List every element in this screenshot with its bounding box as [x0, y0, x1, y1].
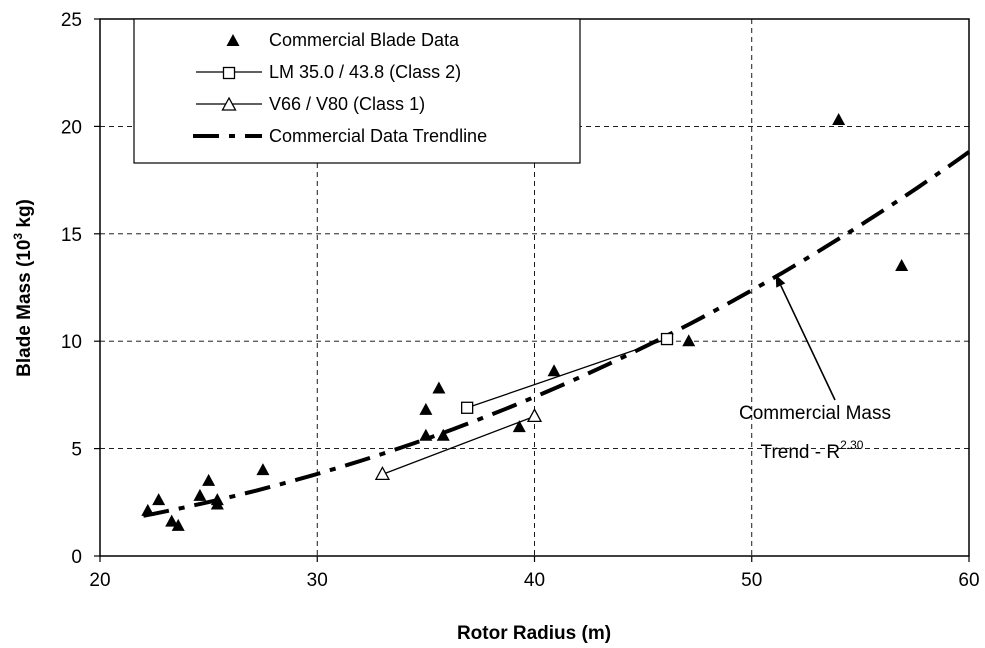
series-layer	[141, 112, 909, 531]
series-line	[382, 415, 535, 475]
annotation-exponent: 2.30	[840, 438, 864, 452]
trendline-layer	[143, 150, 971, 518]
data-point	[210, 497, 224, 510]
annotation-line-2: Trend - R2.30	[761, 438, 864, 463]
data-point	[512, 420, 526, 433]
data-point	[682, 334, 696, 347]
legend-label: Commercial Data Trendline	[269, 126, 487, 146]
data-point	[374, 466, 391, 481]
y-axis-title-prefix: Blade Mass (10	[14, 240, 35, 377]
data-point	[419, 402, 433, 415]
y-axis-title-suffix: kg)	[14, 199, 35, 233]
y-tick-label: 15	[61, 225, 82, 246]
data-point	[461, 401, 474, 414]
data-point	[419, 428, 433, 441]
y-axis-title-superscript: 3	[11, 233, 25, 240]
data-point	[165, 514, 179, 527]
data-point	[660, 332, 674, 346]
y-tick-label: 10	[61, 332, 82, 353]
axis-ticks	[94, 18, 970, 562]
legend-box	[133, 18, 581, 164]
data-point	[895, 259, 909, 272]
y-tick-label: 20	[61, 117, 82, 138]
annotation-arrow	[780, 285, 836, 401]
data-point	[547, 364, 561, 377]
data-point	[152, 493, 166, 506]
legend: Commercial Blade Data LM 35.0 / 43.8 (Cla…	[133, 18, 581, 164]
legend-item: LM 35.0 / 43.8 (Class 2)	[196, 62, 461, 82]
y-tick-label: 25	[61, 10, 82, 31]
data-point	[193, 488, 207, 501]
data-point	[171, 518, 185, 531]
x-tick-label: 30	[307, 570, 328, 591]
y-tick-label: 0	[71, 547, 82, 568]
y-axis-title: Blade Mass (103 kg)	[11, 199, 35, 377]
x-tick-label: 40	[524, 570, 545, 591]
data-point	[141, 503, 155, 516]
data-point	[832, 112, 846, 125]
legend-symbol	[222, 66, 236, 80]
legend-item: Commercial Blade Data	[226, 30, 460, 50]
trendline	[143, 150, 971, 518]
annotation-line-1: Commercial Mass	[739, 403, 891, 424]
annotation-arrowhead	[775, 274, 786, 288]
legend-label: V66 / V80 (Class 1)	[269, 94, 425, 114]
x-tick-label: 20	[89, 570, 110, 591]
legend-item: Commercial Data Trendline	[193, 126, 487, 146]
data-point	[526, 408, 543, 423]
legend-items: Commercial Blade Data LM 35.0 / 43.8 (Cla…	[193, 30, 487, 146]
x-axis-title: Rotor Radius (m)	[457, 623, 611, 644]
series-line	[466, 338, 668, 409]
x-tick-label: 60	[958, 570, 979, 591]
legend-label: Commercial Blade Data	[269, 30, 460, 50]
data-point	[432, 381, 446, 394]
y-tick-label: 5	[71, 440, 82, 461]
legend-label: LM 35.0 / 43.8 (Class 2)	[269, 62, 461, 82]
x-tick-label: 50	[741, 570, 762, 591]
trend-annotation: Commercial Mass Trend - R2.30	[739, 274, 891, 463]
y-tick-labels: 0 5 10 15 20 25	[61, 10, 82, 568]
x-tick-labels: 20 30 40 50 60	[89, 570, 979, 591]
data-point	[436, 428, 450, 441]
legend-symbol	[221, 96, 237, 111]
annotation-line-2-text: Trend - R	[761, 442, 841, 463]
data-point	[256, 463, 270, 476]
data-point	[202, 473, 216, 486]
legend-item: V66 / V80 (Class 1)	[196, 94, 425, 114]
legend-symbol	[226, 34, 240, 46]
